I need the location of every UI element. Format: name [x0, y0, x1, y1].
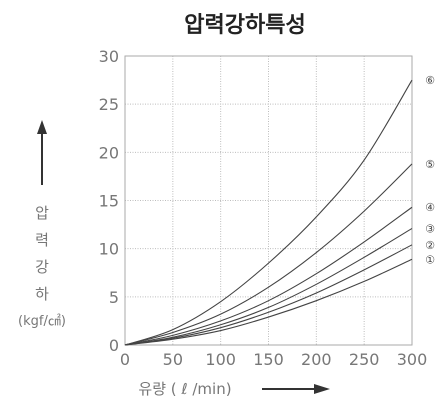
y-axis-arrow [37, 120, 47, 185]
x-tick-label: 200 [301, 350, 332, 369]
y-tick-label: 30 [99, 47, 119, 66]
series-lines [124, 79, 413, 346]
series-label-4: ④ [425, 201, 435, 214]
series-label-6: ⑥ [425, 74, 435, 87]
y-axis-label-char: 력 [35, 231, 49, 249]
y-tick-label: 20 [99, 143, 119, 162]
y-tick-label: 0 [109, 336, 119, 355]
y-axis-label-char: 압 [35, 204, 49, 222]
series-label-3: ③ [425, 222, 435, 235]
series-line-2 [124, 244, 413, 346]
x-tick-labels: 0 50 100 150 200 250 300 [120, 350, 427, 369]
plot-frame [124, 55, 413, 346]
series-line-5 [124, 163, 413, 346]
series-label-1: ① [425, 253, 435, 266]
series-line-1 [124, 258, 413, 346]
y-tick-labels: 0 5 10 15 20 25 30 [99, 47, 119, 355]
series-line-6 [124, 79, 413, 346]
x-tick-label: 250 [349, 350, 380, 369]
y-tick-label: 10 [99, 240, 119, 259]
x-tick-label: 50 [163, 350, 183, 369]
y-axis-label-char: 강 [35, 258, 49, 276]
series-labels: ①② ③ ④ ⑤ ⑥ [425, 74, 435, 266]
x-tick-label: 100 [205, 350, 236, 369]
x-tick-label: 300 [397, 350, 428, 369]
grid [124, 55, 413, 346]
y-axis-unit: (kgf/㎠) [18, 314, 66, 329]
series-line-4 [124, 206, 413, 346]
y-tick-label: 25 [99, 95, 119, 114]
series-line-3 [124, 227, 413, 346]
chart-title: 압력강하특성 [184, 13, 305, 38]
x-axis-arrow [262, 384, 330, 394]
series-label-2: ② [425, 239, 435, 252]
y-tick-label: 5 [109, 288, 119, 307]
y-axis-label-char: 하 [35, 285, 49, 303]
x-tick-label: 0 [120, 350, 130, 369]
x-tick-label: 150 [253, 350, 284, 369]
x-axis-label: 유량 ( ℓ /min) [138, 380, 231, 398]
y-tick-label: 15 [99, 192, 119, 211]
series-label-5: ⑤ [425, 158, 435, 171]
